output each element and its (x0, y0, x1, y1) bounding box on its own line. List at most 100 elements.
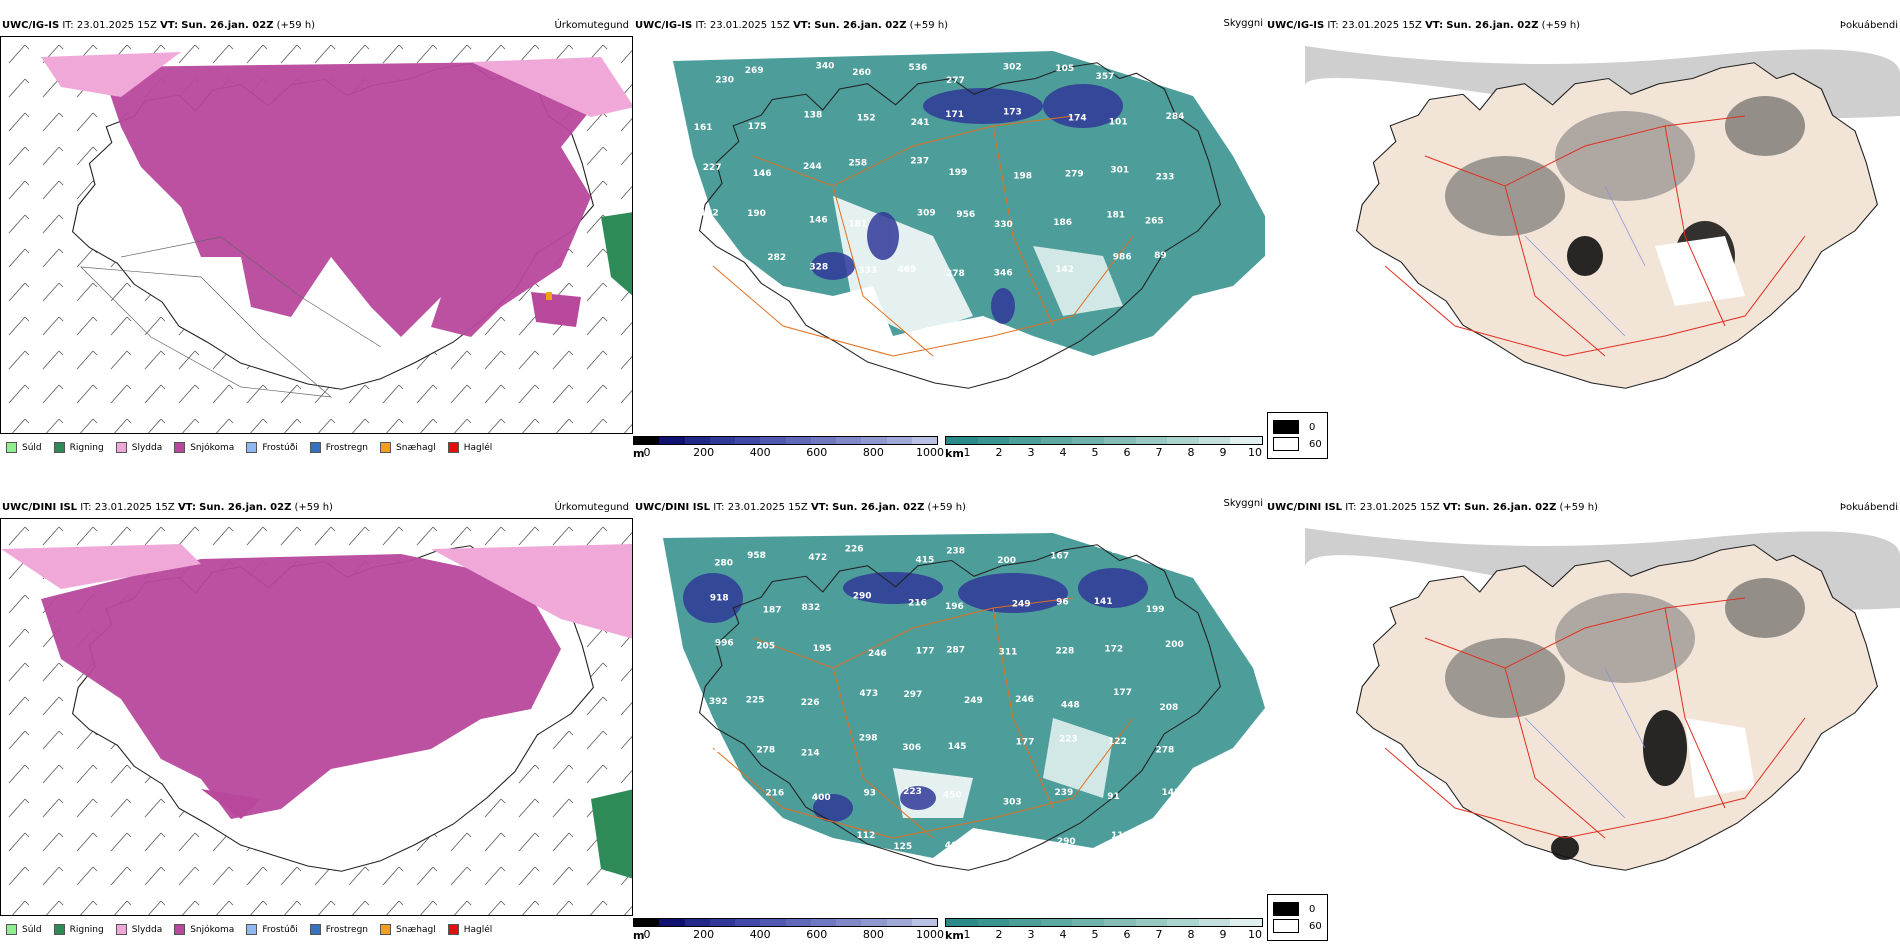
cloudbase-value-label: 167 (1050, 552, 1069, 562)
cloudbase-value-label: 152 (857, 113, 876, 123)
precip-legend: Súld Rigning Slydda Snjókoma Frostúði Fr… (6, 442, 504, 453)
colorbar-tick-label: 1000 (916, 928, 944, 941)
cloudbase-value-label: 297 (904, 690, 923, 700)
cloudbase-value-label: 311 (999, 648, 1018, 658)
cloudbase-value-label: 460 (945, 841, 964, 851)
colorbar-tick-label: 800 (862, 446, 884, 459)
cloudbase-value-label: 216 (908, 599, 927, 609)
swatch-snaehagl (380, 442, 392, 453)
cloudbase-value-label: 996 (715, 638, 734, 648)
cloudbase-unit: m (633, 929, 645, 942)
colorbar-tick-label: 0 (643, 928, 651, 941)
legend-item-frostudi: Frostúði (246, 442, 298, 453)
legend-item-snjokoma: Snjókoma (174, 924, 234, 935)
cloudbase-bar-swatches (633, 918, 938, 927)
colorbar-swatch (1135, 919, 1168, 926)
cloudbase-value-label: 290 (1057, 837, 1076, 847)
cloudbase-value-label: 104 (867, 881, 886, 891)
cloudbase-value-label: 223 (1059, 734, 1078, 744)
panel-header: UWC/DINI ISL IT: 23.01.2025 15Z VT: Sun.… (2, 502, 333, 513)
cloudbase-value-label: 145 (948, 742, 967, 752)
colorbar-swatch (634, 437, 660, 444)
colorbar-swatch (659, 919, 685, 926)
fog-legend-item: 0 (1273, 902, 1322, 916)
colorbar-swatch (709, 919, 735, 926)
colorbar-swatch (1009, 919, 1041, 926)
swatch-slydda (115, 924, 127, 935)
cloudbase-value-label: 225 (746, 695, 765, 705)
precip-map[interactable] (0, 518, 633, 916)
cloudbase-value-label: 200 (997, 556, 1016, 566)
cloudbase-value-label: 138 (804, 110, 823, 120)
fog-panel-ig-is: 0 60 UWC/IG-IS IT: 23.01.2025 15Z VT: Su… (1265, 14, 1900, 464)
cloudbase-value-label: 180 (999, 837, 1018, 847)
legend-item-snaehagl: Snæhagl (380, 442, 436, 453)
cloudbase-value-label: 536 (909, 63, 928, 73)
swatch-suld (6, 924, 17, 935)
cloudbase-value-label: 105 (1055, 64, 1074, 74)
cloudbase-value-label: 328 (809, 263, 828, 273)
colorbar-swatch (1230, 919, 1262, 926)
cloudbase-value-label: 238 (946, 547, 965, 557)
colorbar-swatch (1103, 437, 1136, 444)
colorbar-swatch (886, 437, 912, 444)
cloudbase-value-label: 146 (809, 215, 828, 225)
legend-item-snaehagl: Snæhagl (380, 924, 436, 935)
visibility-bar-swatches (945, 436, 1263, 445)
colorbar-swatch (760, 437, 786, 444)
colorbar-tick-label: 400 (749, 928, 771, 941)
colorbar-tick-label: 0 (643, 446, 651, 459)
cloudbase-value-label: 171 (945, 110, 964, 120)
cloudbase-value-label: 161 (694, 123, 713, 133)
colorbar-tick-label: 9 (1219, 446, 1227, 459)
cloudbase-unit: m (633, 447, 645, 460)
swatch-rigning (53, 924, 65, 935)
cloudbase-value-label: 182 (700, 209, 719, 219)
colorbar-swatch (1040, 919, 1073, 926)
cloud-map[interactable]: 230 269 340 260 536 277 302 105 357 125 161 175 138 1… (633, 36, 1265, 434)
cloudbase-value-label: 340 (816, 62, 835, 72)
colorbar-swatch (1198, 919, 1231, 926)
fog-map[interactable] (1305, 36, 1900, 406)
cloudbase-value-label: 303 (710, 792, 729, 802)
cloudbase-value-label: 265 (1145, 216, 1164, 226)
cloudbase-value-label: 177 (1113, 688, 1132, 698)
colorbar-tick-label: 2 (995, 446, 1003, 459)
colorbar-swatch (946, 437, 978, 444)
cloudbase-value-label: 330 (994, 220, 1013, 230)
cloudbase-value-label: 303 (1003, 797, 1022, 807)
cloudbase-value-label: 392 (709, 697, 728, 707)
cloudbase-value-label: 324 (1112, 546, 1131, 556)
cloudbase-value-label: 199 (949, 168, 968, 178)
cloudbase-value-label: 249 (1012, 599, 1031, 609)
colorbar-swatch (1072, 919, 1104, 926)
colorbar-swatch (1230, 437, 1262, 444)
legend-item-rigning: Rigning (53, 924, 104, 935)
colorbar-swatch (911, 437, 937, 444)
fog-swatch-0 (1273, 902, 1299, 916)
cloudbase-value-label: 208 (1160, 703, 1179, 713)
colorbar-tick-label: 3 (1027, 928, 1035, 941)
fog-map[interactable] (1305, 518, 1900, 888)
cloud-map[interactable]: 280 958 472 226 415 238 200 167 324 200 918 187 832 2… (633, 518, 1265, 916)
colorbar-swatch (785, 919, 811, 926)
swatch-suld (6, 442, 17, 453)
cloudbase-value-label: 142 (1055, 265, 1074, 275)
colorbar-swatch (836, 437, 862, 444)
legend-item-frostregn: Frostregn (309, 924, 368, 935)
cloudbase-value-label: 333 (858, 266, 877, 276)
cloudbase-value-label: 282 (767, 253, 786, 263)
colorbar-swatch (1167, 437, 1199, 444)
cloudbase-value-label: 101 (1109, 118, 1128, 128)
cloudbase-value-label: 199 (1146, 605, 1165, 615)
cloud-title: Skyggni (1223, 498, 1263, 509)
cloudbase-value-label: 181 (848, 219, 867, 229)
cloudbase-value-label: 450 (943, 791, 962, 801)
colorbar-swatch (1103, 919, 1136, 926)
fog-panel-dini-isl: 0 60 UWC/DINI ISL IT: 23.01.2025 15Z VT:… (1265, 496, 1900, 946)
swatch-frostregn (309, 442, 321, 453)
colorbar-swatch (1198, 437, 1231, 444)
colorbar-tick-label: 1000 (916, 446, 944, 459)
precip-map[interactable] (0, 36, 633, 434)
colorbar-tick-label: 8 (1187, 928, 1195, 941)
